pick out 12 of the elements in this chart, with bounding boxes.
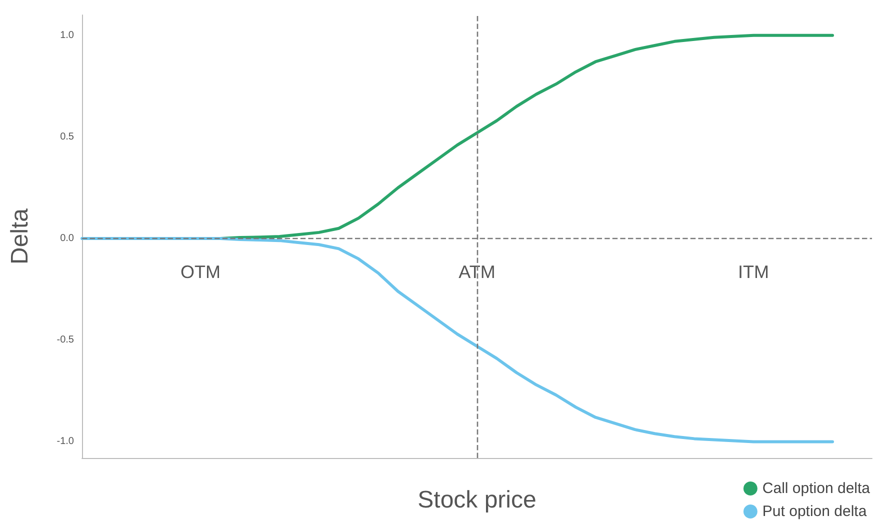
y-tick-label: 1.0 <box>60 30 74 41</box>
x-axis-title: Stock price <box>418 486 536 514</box>
legend-label: Put option delta <box>762 503 868 520</box>
y-axis-title: Delta <box>6 208 34 265</box>
y-tick-label: -0.5 <box>56 334 74 346</box>
y-tick-label: 0.0 <box>60 233 74 244</box>
annotation: OTM <box>180 262 220 282</box>
legend-label: Call option delta <box>762 480 871 497</box>
y-tick-label: -1.0 <box>56 436 74 448</box>
annotation: ITM <box>738 262 769 282</box>
y-tick-label: 0.5 <box>60 131 74 142</box>
annotation: ATM <box>458 262 496 282</box>
